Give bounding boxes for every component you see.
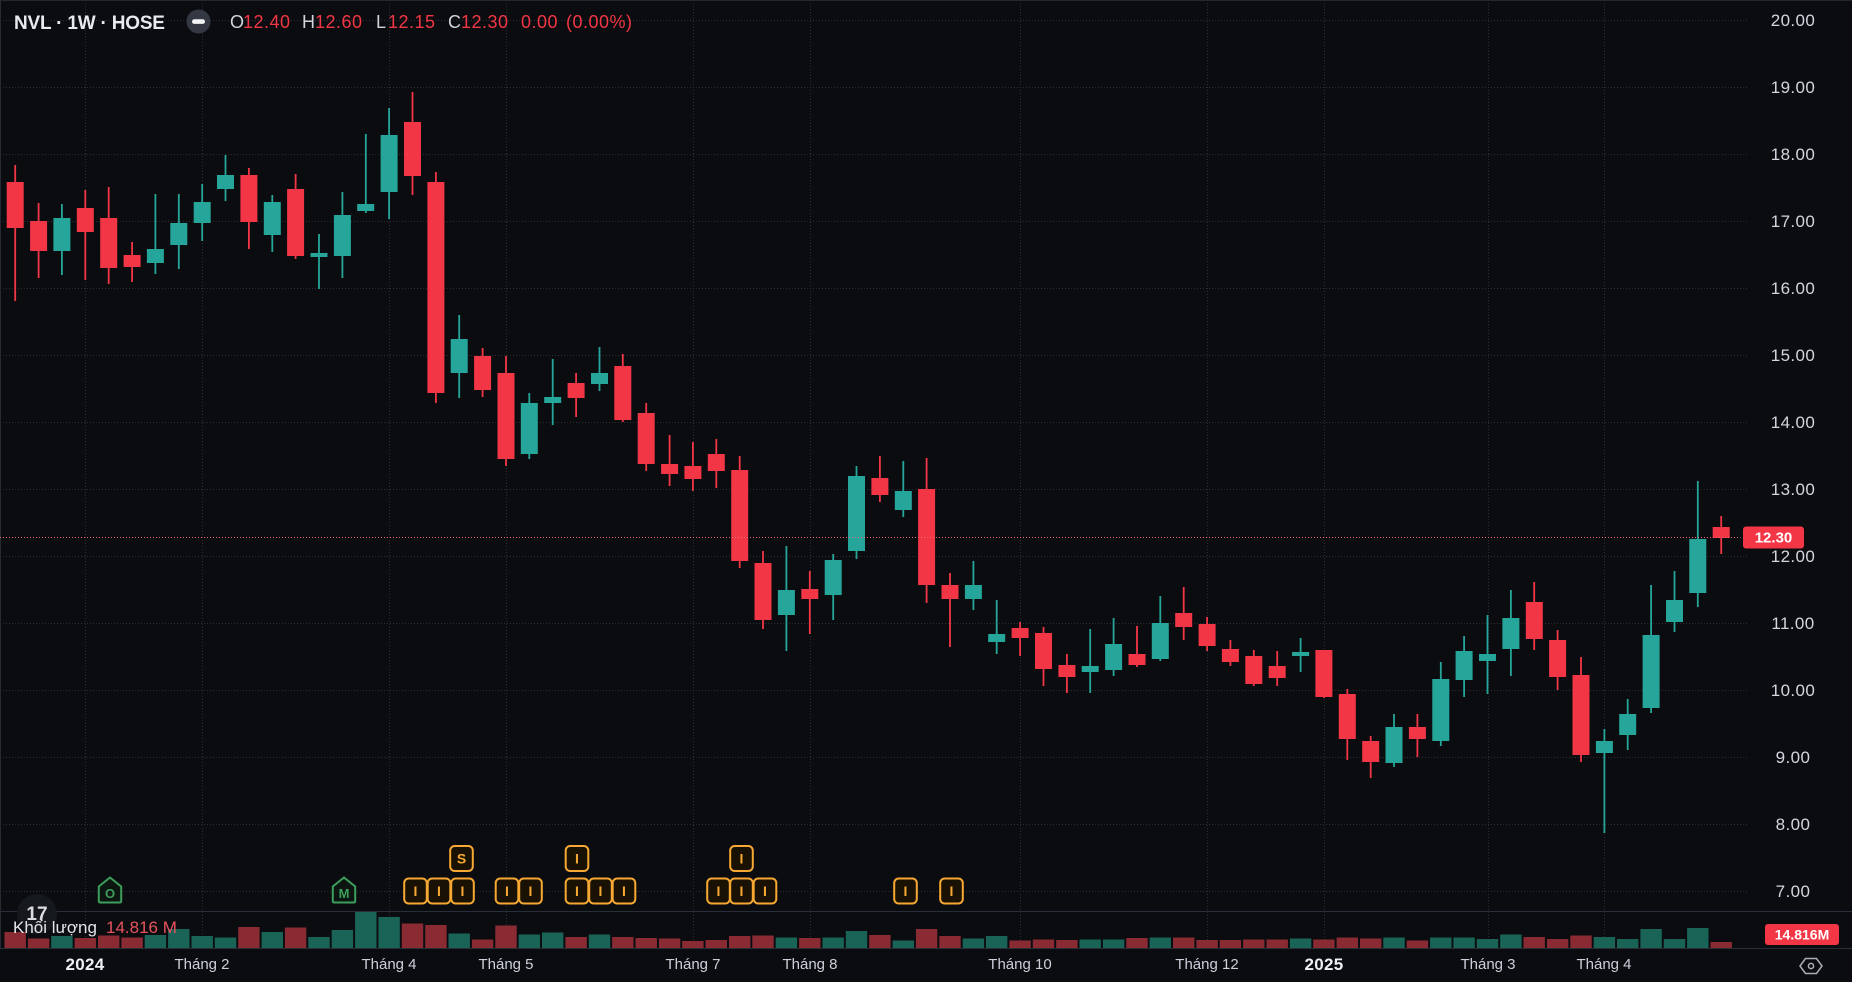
svg-text:C: C bbox=[448, 12, 462, 32]
svg-text:I: I bbox=[622, 883, 626, 899]
svg-text:15.00: 15.00 bbox=[1771, 346, 1816, 365]
svg-text:(0.00%): (0.00%) bbox=[566, 12, 633, 32]
svg-text:I: I bbox=[904, 883, 908, 899]
svg-text:7.00: 7.00 bbox=[1776, 882, 1811, 901]
svg-text:17: 17 bbox=[26, 904, 47, 925]
svg-text:I: I bbox=[740, 883, 744, 899]
svg-text:13.00: 13.00 bbox=[1771, 480, 1816, 499]
svg-text:18.00: 18.00 bbox=[1771, 145, 1816, 164]
svg-text:Khối lượng: Khối lượng bbox=[13, 918, 97, 937]
svg-text:L: L bbox=[376, 12, 387, 32]
svg-text:I: I bbox=[461, 883, 465, 899]
svg-text:0.00: 0.00 bbox=[521, 12, 558, 32]
svg-text:14.816 M: 14.816 M bbox=[106, 918, 177, 937]
svg-text:12.30: 12.30 bbox=[461, 12, 509, 32]
svg-text:I: I bbox=[717, 883, 721, 899]
svg-text:Tháng 2: Tháng 2 bbox=[174, 956, 229, 973]
svg-text:17.00: 17.00 bbox=[1771, 212, 1816, 231]
svg-text:12.60: 12.60 bbox=[315, 12, 363, 32]
svg-text:I: I bbox=[763, 883, 767, 899]
svg-text:12.30: 12.30 bbox=[1755, 530, 1793, 547]
svg-text:8.00: 8.00 bbox=[1776, 815, 1811, 834]
svg-text:I: I bbox=[575, 883, 579, 899]
svg-text:I: I bbox=[575, 851, 579, 867]
svg-text:14.00: 14.00 bbox=[1771, 413, 1816, 432]
svg-text:2024: 2024 bbox=[65, 955, 104, 974]
svg-text:Tháng 12: Tháng 12 bbox=[1175, 956, 1238, 973]
svg-text:Tháng 4: Tháng 4 bbox=[1576, 956, 1631, 973]
svg-text:12.15: 12.15 bbox=[388, 12, 436, 32]
svg-text:Tháng 10: Tháng 10 bbox=[988, 956, 1051, 973]
svg-text:14.816M: 14.816M bbox=[1775, 927, 1829, 943]
svg-text:I: I bbox=[599, 883, 603, 899]
svg-text:Tháng 5: Tháng 5 bbox=[478, 956, 533, 973]
svg-text:9.00: 9.00 bbox=[1776, 748, 1811, 767]
svg-text:I: I bbox=[437, 883, 441, 899]
svg-text:Tháng 7: Tháng 7 bbox=[665, 956, 720, 973]
svg-text:10.00: 10.00 bbox=[1771, 681, 1816, 700]
svg-text:NVL · 1W · HOSE: NVL · 1W · HOSE bbox=[14, 13, 165, 34]
svg-text:19.00: 19.00 bbox=[1771, 78, 1816, 97]
svg-text:12.40: 12.40 bbox=[243, 12, 291, 32]
svg-text:I: I bbox=[505, 883, 509, 899]
svg-text:I: I bbox=[740, 851, 744, 867]
svg-text:M: M bbox=[339, 886, 350, 901]
svg-text:H: H bbox=[302, 12, 316, 32]
svg-text:12.00: 12.00 bbox=[1771, 547, 1816, 566]
svg-text:Tháng 4: Tháng 4 bbox=[361, 956, 416, 973]
svg-text:S: S bbox=[457, 851, 466, 867]
svg-text:16.00: 16.00 bbox=[1771, 279, 1816, 298]
svg-text:11.00: 11.00 bbox=[1771, 614, 1814, 633]
svg-text:Tháng 3: Tháng 3 bbox=[1460, 956, 1515, 973]
svg-text:20.00: 20.00 bbox=[1771, 11, 1816, 30]
svg-text:I: I bbox=[529, 883, 533, 899]
svg-text:I: I bbox=[950, 883, 954, 899]
svg-text:O: O bbox=[230, 12, 245, 32]
svg-text:O: O bbox=[105, 886, 115, 901]
svg-text:I: I bbox=[414, 883, 418, 899]
svg-text:2025: 2025 bbox=[1304, 955, 1343, 974]
svg-text:Tháng 8: Tháng 8 bbox=[782, 956, 837, 973]
